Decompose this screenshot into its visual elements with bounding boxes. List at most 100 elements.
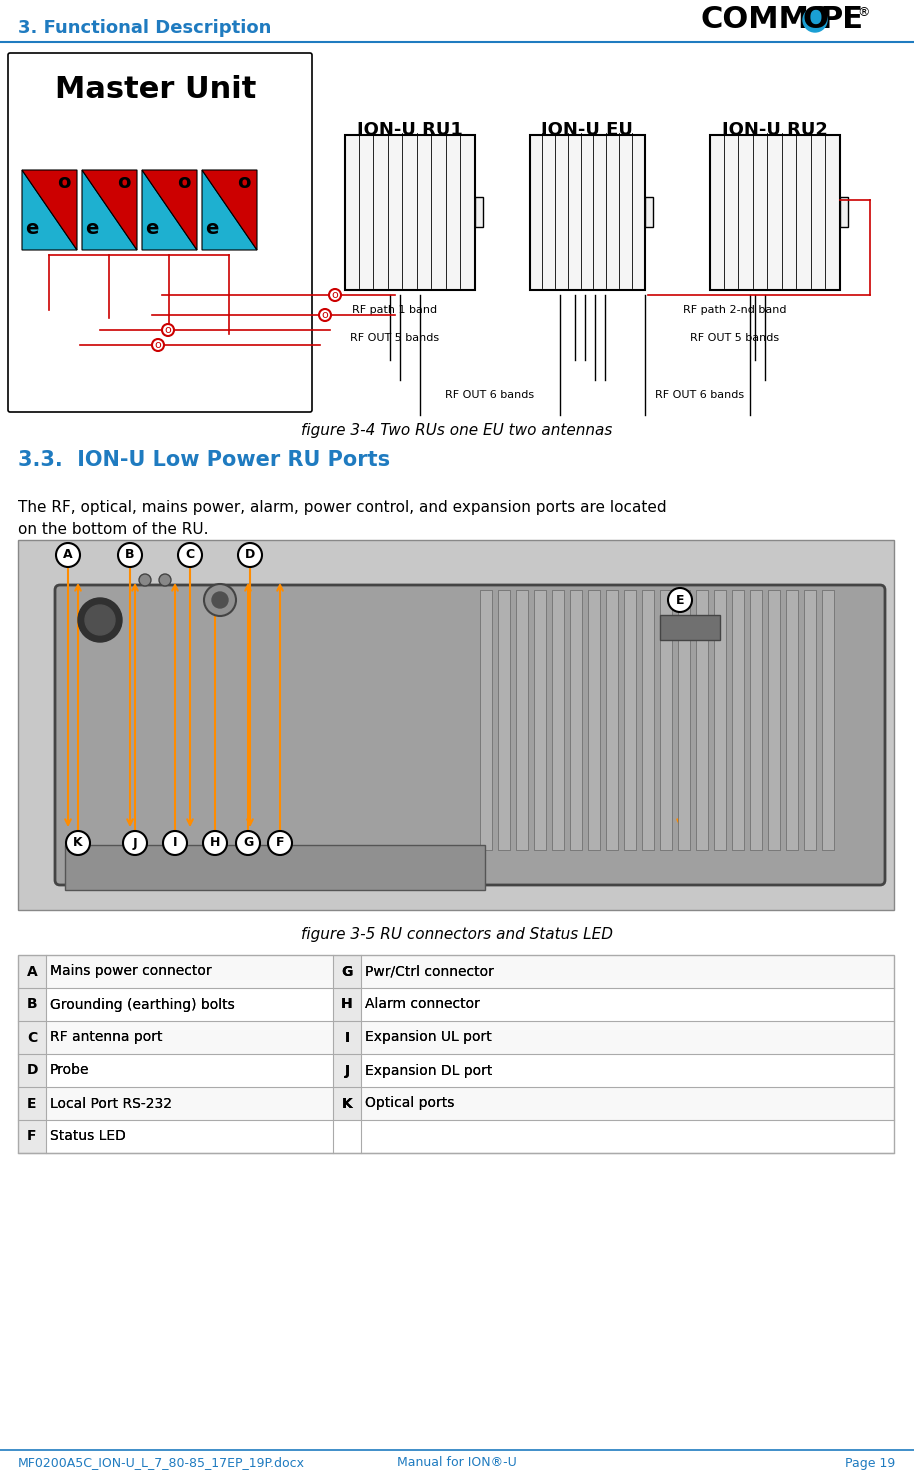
Bar	[333, 1086, 361, 1120]
Text: Local Port RS-232: Local Port RS-232	[50, 1097, 172, 1110]
Text: Mains power connector: Mains power connector	[50, 965, 212, 978]
Circle shape	[163, 831, 187, 855]
Polygon shape	[142, 170, 197, 250]
Text: A: A	[27, 965, 37, 978]
Text: o: o	[165, 325, 172, 335]
Circle shape	[803, 7, 827, 33]
Circle shape	[123, 831, 147, 855]
Text: e: e	[206, 218, 218, 237]
Circle shape	[139, 574, 151, 585]
Text: C: C	[186, 548, 195, 562]
Bar	[768, 590, 780, 851]
Bar	[333, 954, 361, 988]
Bar	[804, 590, 816, 851]
Text: 3.3.  ION-U Low Power RU Ports: 3.3. ION-U Low Power RU Ports	[18, 451, 390, 470]
Circle shape	[78, 599, 122, 642]
Bar	[18, 1054, 46, 1086]
Text: J: J	[345, 1064, 349, 1077]
Bar	[530, 135, 645, 290]
Bar	[18, 539, 894, 910]
Text: Expansion DL port: Expansion DL port	[365, 1064, 493, 1077]
Text: Mains power connector: Mains power connector	[50, 965, 212, 978]
Bar	[18, 988, 894, 1021]
Text: Expansion UL port: Expansion UL port	[365, 1030, 492, 1045]
Text: COMMS: COMMS	[700, 6, 831, 34]
Text: Status LED: Status LED	[50, 1129, 126, 1144]
Text: Local Port RS-232: Local Port RS-232	[50, 1097, 172, 1110]
Text: Probe: Probe	[50, 1064, 90, 1077]
Circle shape	[204, 584, 236, 617]
Text: H: H	[341, 997, 353, 1012]
Bar	[18, 1120, 894, 1153]
Polygon shape	[202, 170, 257, 250]
Text: e: e	[145, 218, 159, 237]
Text: Expansion DL port: Expansion DL port	[365, 1064, 493, 1077]
Text: C: C	[27, 1030, 37, 1045]
Bar	[732, 590, 744, 851]
Text: RF antenna port: RF antenna port	[50, 1030, 163, 1045]
Bar	[18, 954, 894, 1153]
Bar	[642, 590, 654, 851]
Text: F: F	[27, 1129, 37, 1144]
Text: H: H	[210, 836, 220, 849]
Text: Manual for ION®-U: Manual for ION®-U	[397, 1457, 517, 1470]
Bar	[333, 954, 361, 988]
Text: O: O	[802, 6, 828, 34]
Bar	[18, 1021, 46, 1054]
Bar	[516, 590, 528, 851]
Text: e: e	[85, 218, 99, 237]
Circle shape	[668, 588, 692, 612]
Circle shape	[159, 574, 171, 585]
Bar	[498, 590, 510, 851]
Text: MF0200A5C_ION-U_L_7_80-85_17EP_19P.docx: MF0200A5C_ION-U_L_7_80-85_17EP_19P.docx	[18, 1457, 305, 1470]
Text: G: G	[243, 836, 253, 849]
Text: H: H	[341, 997, 353, 1012]
Text: F: F	[276, 836, 284, 849]
Text: o: o	[238, 172, 250, 191]
Text: o: o	[154, 339, 162, 350]
Text: figure 3-4 Two RUs one EU two antennas: figure 3-4 Two RUs one EU two antennas	[302, 422, 612, 437]
Polygon shape	[202, 170, 257, 250]
Text: Pwr/Ctrl connector: Pwr/Ctrl connector	[365, 965, 494, 978]
Text: Grounding (earthing) bolts: Grounding (earthing) bolts	[50, 997, 235, 1012]
Text: 3. Functional Description: 3. Functional Description	[18, 19, 271, 37]
Circle shape	[236, 831, 260, 855]
Bar	[552, 590, 564, 851]
Text: PE: PE	[820, 6, 863, 34]
Circle shape	[212, 591, 228, 608]
Text: K: K	[342, 1097, 353, 1110]
Text: Master Unit: Master Unit	[55, 76, 256, 105]
Circle shape	[178, 542, 202, 568]
Bar	[18, 988, 46, 1021]
Circle shape	[238, 542, 262, 568]
Text: Pwr/Ctrl connector: Pwr/Ctrl connector	[365, 965, 494, 978]
Bar	[333, 988, 361, 1021]
Bar	[534, 590, 546, 851]
Bar	[18, 1054, 894, 1086]
Text: RF OUT 5 bands: RF OUT 5 bands	[690, 333, 780, 342]
Bar	[570, 590, 582, 851]
Bar	[786, 590, 798, 851]
Text: E: E	[27, 1097, 37, 1110]
Text: D: D	[245, 548, 255, 562]
Text: D: D	[27, 1064, 37, 1077]
Text: figure 3-5 RU connectors and Status LED: figure 3-5 RU connectors and Status LED	[301, 928, 613, 943]
Circle shape	[162, 325, 174, 336]
Bar	[333, 988, 361, 1021]
Bar	[475, 197, 483, 227]
Text: RF OUT 6 bands: RF OUT 6 bands	[445, 390, 535, 400]
Bar	[696, 590, 708, 851]
Polygon shape	[82, 170, 137, 250]
Polygon shape	[142, 170, 197, 250]
Text: Probe: Probe	[50, 1064, 90, 1077]
Bar	[588, 590, 600, 851]
Bar	[645, 197, 653, 227]
Text: K: K	[342, 1097, 353, 1110]
Bar	[65, 845, 485, 891]
Bar	[840, 197, 848, 227]
Bar	[18, 1086, 894, 1120]
Bar	[710, 135, 840, 290]
Text: I: I	[345, 1030, 349, 1045]
Text: J: J	[133, 836, 137, 849]
Text: Optical ports: Optical ports	[365, 1097, 454, 1110]
